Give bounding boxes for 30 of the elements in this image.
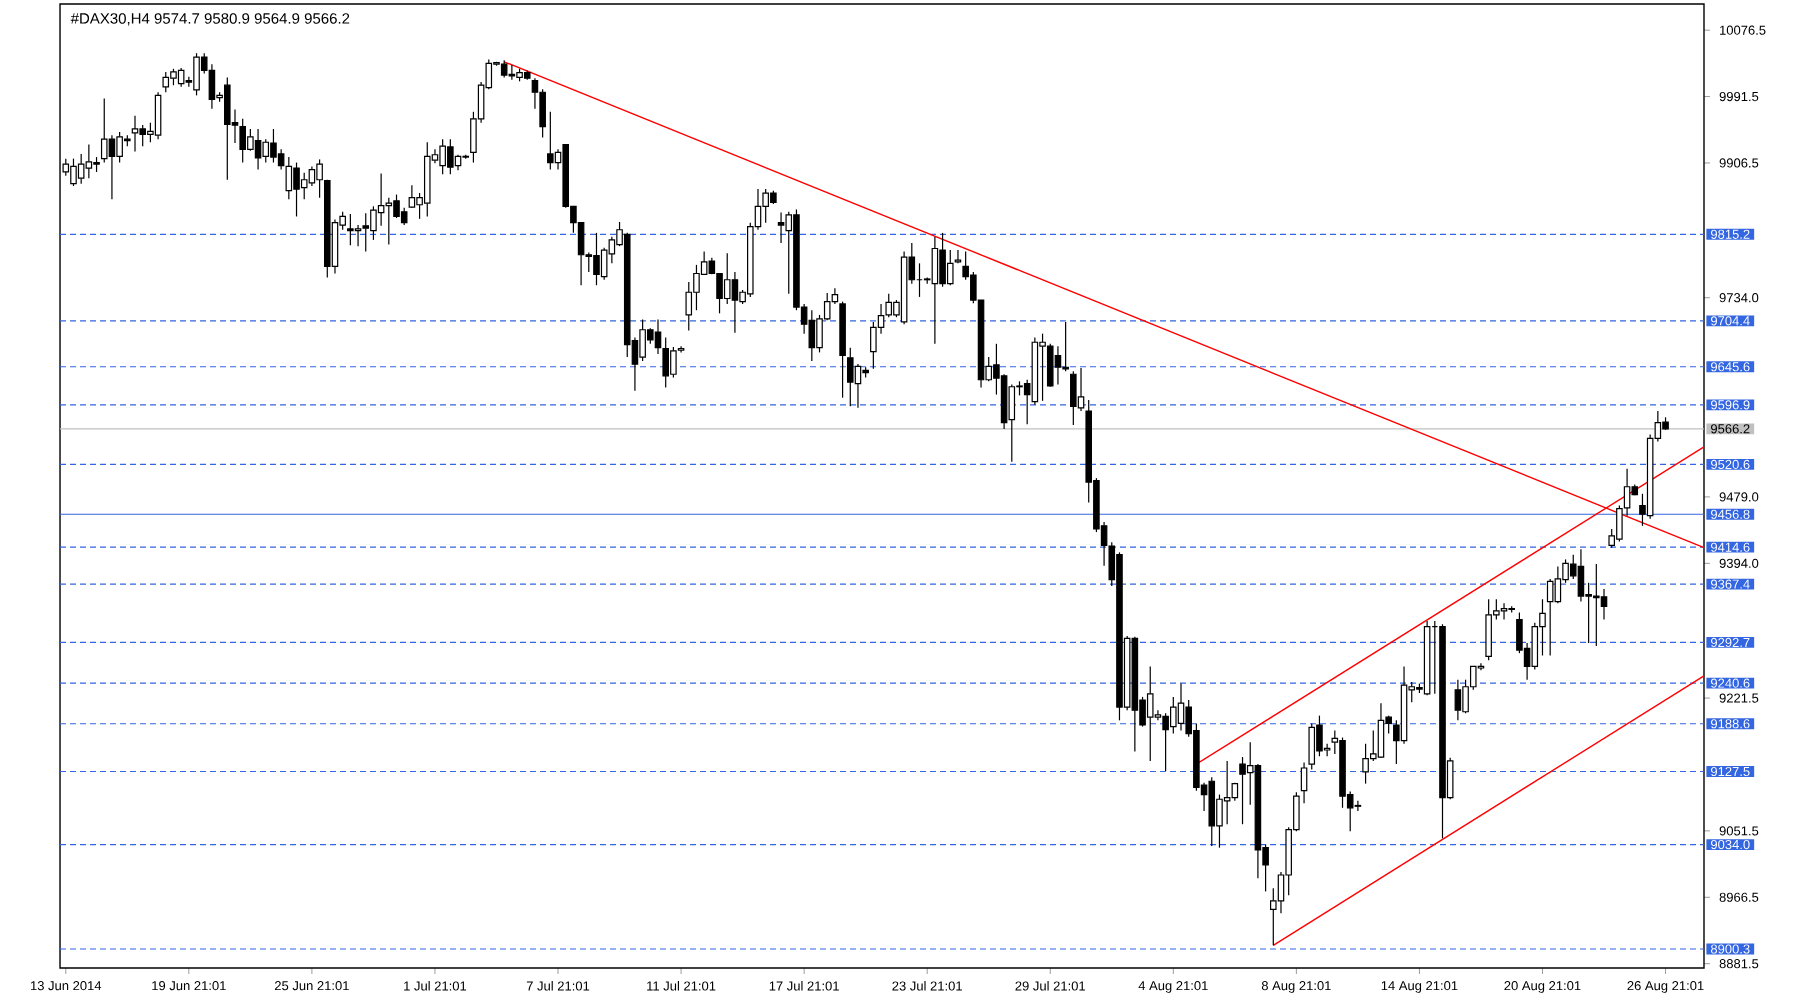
candlestick [108,134,116,200]
candlestick [1554,565,1562,604]
candlestick [777,211,785,244]
candlestick [1131,636,1139,753]
candlestick [308,165,316,187]
candlestick [131,115,139,153]
candlestick [354,224,362,247]
candlestick [1254,763,1262,879]
candlestick [1400,665,1408,745]
candlestick [1054,345,1062,386]
candlestick [1031,336,1039,406]
candlestick [508,64,516,81]
candlestick [1423,620,1431,696]
candlestick [1593,563,1600,647]
candlestick [1354,800,1362,812]
candlestick [931,236,939,345]
candlestick [1500,602,1508,621]
candlestick [1577,548,1585,603]
candlestick [208,63,216,110]
candlestick [1454,679,1462,721]
candlestick [1439,623,1446,839]
candlestick [85,144,93,179]
candlestick [1600,588,1608,621]
candlestick [254,128,262,171]
candlestick [854,363,862,409]
candlestick [731,271,739,334]
candlestick [1008,383,1016,463]
candlestick [1146,665,1154,762]
candlestick [1177,683,1185,732]
candlestick [154,91,162,140]
